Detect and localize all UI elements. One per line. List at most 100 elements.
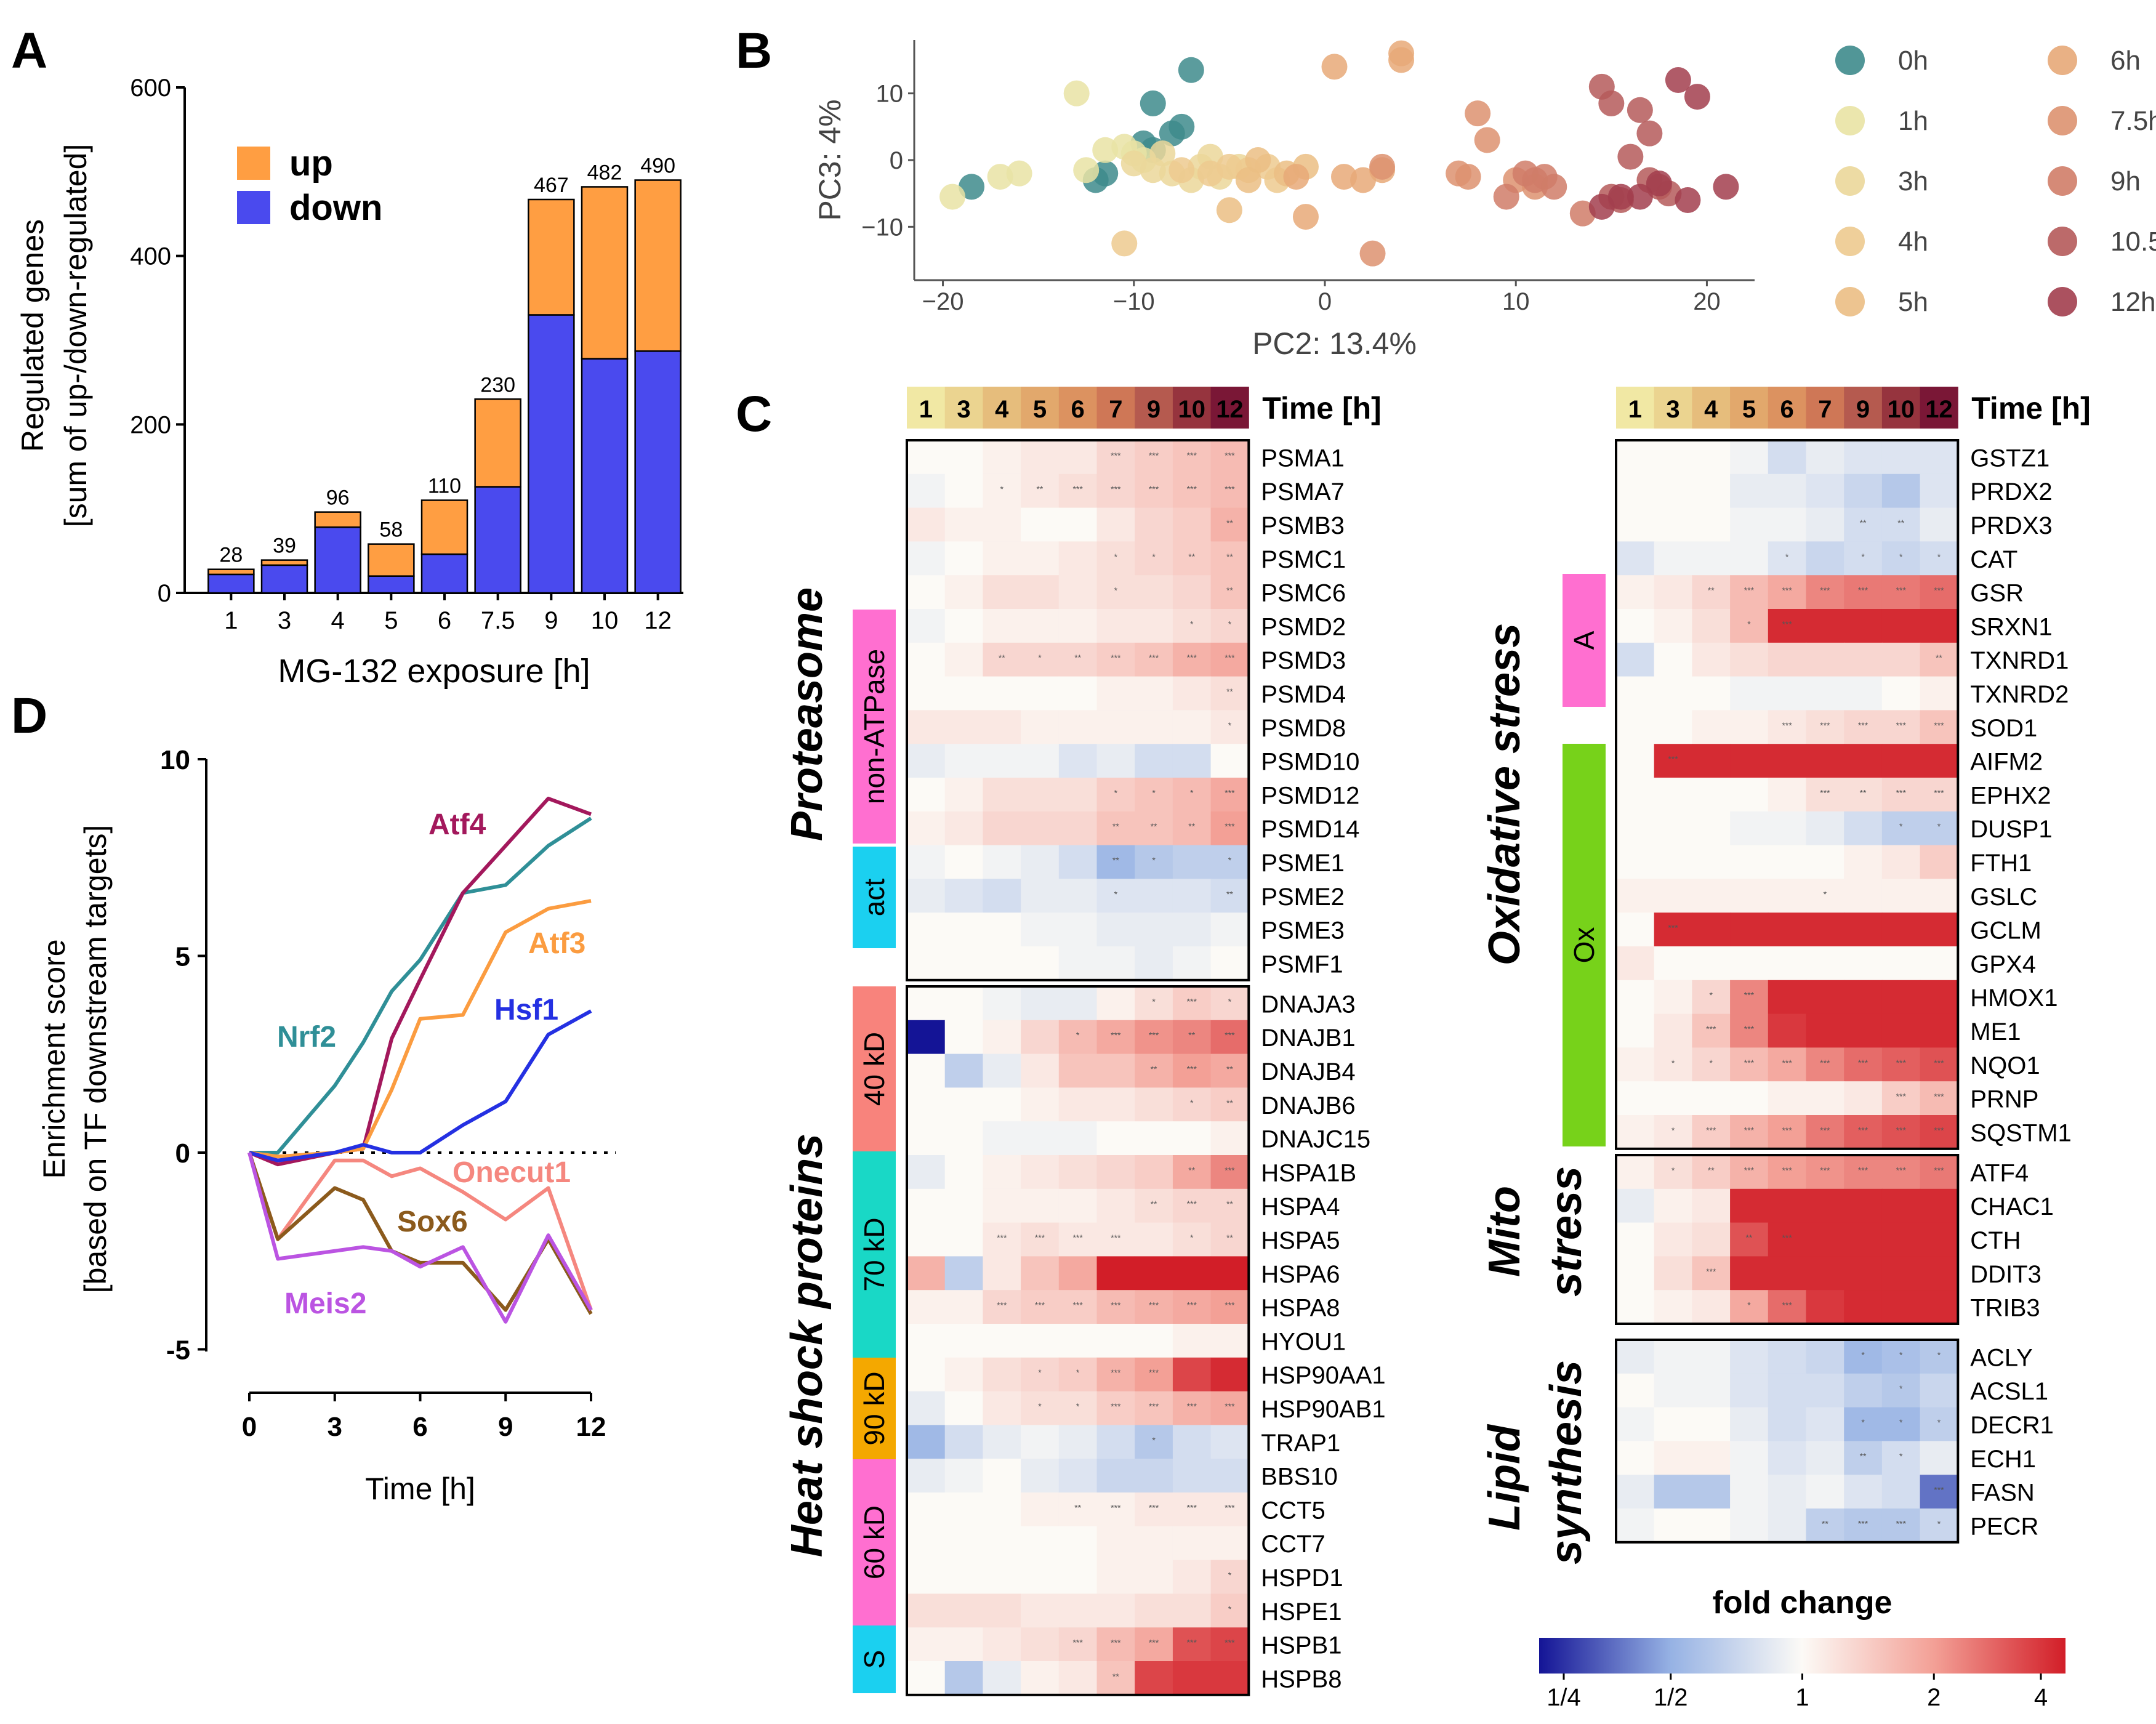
heatmap-cell bbox=[1021, 1188, 1060, 1223]
point-0h bbox=[1140, 90, 1166, 116]
heatmap-cell bbox=[1881, 879, 1921, 913]
heatmap-cell bbox=[1135, 1593, 1173, 1628]
heatmap-cell bbox=[1096, 642, 1135, 677]
time-bar-label: 7 bbox=[1109, 396, 1122, 423]
gene-label: AIFM2 bbox=[1970, 749, 2043, 776]
point-4h bbox=[1169, 157, 1195, 183]
heatmap-cell bbox=[1058, 1020, 1098, 1055]
heatmap-cell bbox=[1021, 811, 1060, 846]
bar-up bbox=[207, 568, 255, 576]
heatmap-cell bbox=[1135, 1526, 1173, 1561]
heatmap-cell bbox=[983, 1593, 1021, 1628]
heatmap-cell bbox=[1920, 1407, 1958, 1441]
heatmap-cell bbox=[1172, 1391, 1212, 1425]
heatmap-cell bbox=[944, 1560, 983, 1594]
heatmap-cell bbox=[1058, 1560, 1098, 1594]
heatmap-cell bbox=[1692, 1188, 1731, 1223]
line-nrf2 bbox=[249, 816, 592, 1154]
significance-mark: * bbox=[1671, 1125, 1675, 1135]
significance-mark: *** bbox=[1896, 1165, 1907, 1175]
heatmap-cell bbox=[1096, 1324, 1135, 1358]
heatmap-cell bbox=[1692, 1407, 1731, 1441]
heatmap-cell bbox=[1654, 912, 1692, 947]
gene-label: HSP90AB1 bbox=[1261, 1396, 1385, 1423]
point-6h bbox=[1350, 167, 1377, 193]
heatmap-cell bbox=[1881, 1115, 1921, 1150]
point-0h bbox=[959, 174, 985, 200]
bar-down bbox=[528, 314, 575, 594]
time-bar-cell bbox=[1654, 387, 1692, 429]
heatmap-cell bbox=[1806, 980, 1844, 1015]
heatmap-cell bbox=[907, 744, 946, 778]
annotation-bar bbox=[1563, 574, 1606, 707]
heatmap-cell bbox=[1172, 710, 1212, 744]
annotation-label: 60 kD bbox=[858, 1505, 890, 1579]
heatmap-cell bbox=[1021, 1290, 1060, 1324]
heatmap-cell bbox=[983, 879, 1021, 913]
heatmap-cell bbox=[1654, 1340, 1692, 1374]
bar-down bbox=[260, 564, 308, 594]
heatmap-cell bbox=[1654, 1047, 1692, 1082]
legend-label-4h: 4h bbox=[1898, 227, 1928, 257]
heatmap-cell bbox=[1806, 1155, 1844, 1190]
line-onecut1 bbox=[247, 1152, 593, 1311]
annotation-bar bbox=[853, 986, 896, 1151]
heatmap-cell bbox=[944, 845, 983, 879]
heatmap-cell bbox=[1058, 1459, 1098, 1493]
significance-mark: * bbox=[1785, 552, 1789, 562]
heatmap-cell bbox=[1654, 1081, 1692, 1116]
heatmap-cell bbox=[1730, 980, 1769, 1015]
heatmap-cell bbox=[944, 811, 983, 846]
heatmap-cell bbox=[944, 1121, 983, 1156]
annotation-label: non-ATPase bbox=[858, 649, 890, 804]
heatmap-cell bbox=[1058, 1357, 1098, 1392]
point-4h bbox=[1111, 230, 1138, 257]
gene-label: PSMA1 bbox=[1261, 445, 1345, 472]
gene-label: PSMF1 bbox=[1261, 951, 1343, 978]
heatmap-cell bbox=[944, 1188, 983, 1223]
y-tick-label: -5 bbox=[166, 1335, 190, 1366]
heatmap-cell bbox=[983, 1324, 1021, 1358]
significance-mark: * bbox=[1228, 619, 1232, 629]
bar-up bbox=[314, 511, 361, 528]
heatmap-cell bbox=[1768, 676, 1807, 711]
heatmap-cell bbox=[983, 1425, 1021, 1459]
heatmap-cell bbox=[1692, 642, 1731, 677]
time-bar-label: 4 bbox=[995, 396, 1009, 423]
heatmap-cell bbox=[907, 1121, 946, 1156]
gene-label: DECR1 bbox=[1970, 1412, 2054, 1439]
time-bar-cell bbox=[1844, 387, 1883, 429]
significance-mark: ** bbox=[1226, 1098, 1233, 1108]
line-label-meis2: Meis2 bbox=[284, 1287, 366, 1320]
gene-label: SOD1 bbox=[1970, 715, 2037, 742]
heatmap-cell bbox=[1616, 1475, 1655, 1509]
point-6h bbox=[1283, 164, 1309, 190]
bar-up bbox=[634, 179, 682, 352]
heatmap-cell bbox=[1210, 1222, 1249, 1257]
point-0h bbox=[1169, 113, 1195, 140]
significance-mark: *** bbox=[1744, 1165, 1755, 1175]
significance-mark: * bbox=[1899, 1451, 1903, 1461]
heatmap-cell bbox=[983, 1087, 1021, 1122]
gene-label: DDIT3 bbox=[1970, 1261, 2041, 1288]
point-0h bbox=[1178, 57, 1204, 83]
heatmap-cell bbox=[1920, 946, 1958, 981]
y-tick-label: 600 bbox=[130, 75, 171, 102]
time-bar-label: 7 bbox=[1818, 396, 1832, 423]
heatmap-cell bbox=[907, 1155, 946, 1190]
heatmap-cell bbox=[983, 473, 1021, 509]
significance-mark: *** bbox=[1225, 653, 1235, 663]
heatmap-cell bbox=[1172, 609, 1212, 643]
gene-label: HSPB8 bbox=[1261, 1666, 1341, 1693]
heatmap-cell bbox=[1210, 1627, 1249, 1662]
significance-mark: * bbox=[1228, 996, 1232, 1006]
annotation-label: 70 kD bbox=[858, 1217, 890, 1291]
significance-mark: * bbox=[1076, 1030, 1080, 1040]
legend-swatch-down bbox=[237, 191, 270, 224]
heatmap-cell bbox=[1844, 642, 1883, 677]
heatmap-cell bbox=[983, 1121, 1021, 1156]
gene-label: SRXN1 bbox=[1970, 613, 2052, 640]
heatmap-cell bbox=[1806, 1509, 1844, 1543]
heatmap-cell bbox=[1096, 1155, 1135, 1190]
heatmap-cell bbox=[907, 1425, 946, 1459]
